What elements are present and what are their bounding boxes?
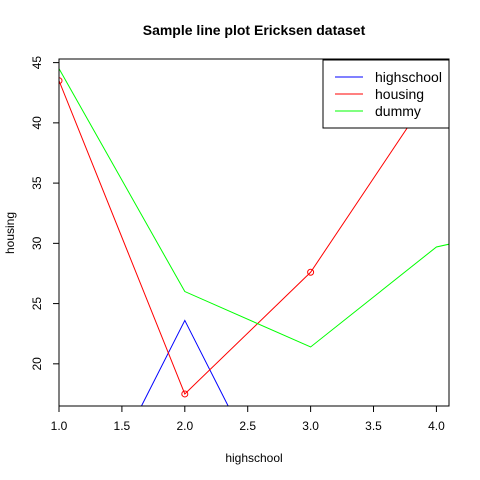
legend-label-dummy: dummy [375, 103, 421, 119]
series-point-housing-1 [181, 390, 189, 398]
x-axis-label: highschool [225, 451, 282, 465]
axes-layer: 1.0 1.5 2.0 2.5 3.0 3.5 4.0 20 25 30 35 40 45 [30, 56, 450, 433]
x-tick-label-0: 1.0 [51, 419, 68, 433]
series-point-housing-0 [59, 77, 63, 85]
series-point-housing-2 [307, 268, 315, 276]
y-tick-label-1: 25 [30, 297, 44, 311]
y-tick-label-2: 30 [30, 236, 44, 250]
x-tick-label-5: 3.5 [365, 419, 382, 433]
x-tick-label-3: 2.5 [239, 419, 256, 433]
y-tick-label-5: 45 [30, 56, 44, 70]
y-tick-label-4: 40 [30, 116, 44, 130]
x-tick-label-1: 1.5 [114, 419, 131, 433]
x-tick-label-6: 4.0 [428, 419, 445, 433]
series-line-housing [59, 80, 437, 395]
series-line-highschool [140, 319, 229, 406]
x-tick-label-4: 3.0 [302, 419, 319, 433]
y-tick-label-0: 20 [30, 357, 44, 371]
legend-label-highschool: highschool [375, 69, 442, 85]
chart-title: Sample line plot Ericksen dataset [143, 22, 366, 38]
y-tick-label-3: 35 [30, 176, 44, 190]
legend-label-housing: housing [375, 86, 424, 102]
y-axis-label: housing [3, 212, 17, 254]
series-line-dummy [59, 68, 449, 348]
x-tick-label-2: 2.0 [176, 419, 193, 433]
